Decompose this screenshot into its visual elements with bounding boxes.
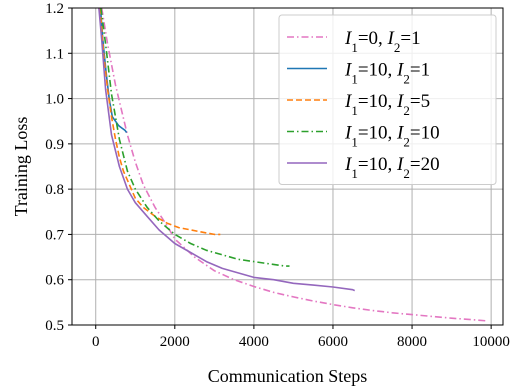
y-tick-label: 0.8 — [45, 182, 64, 198]
x-tick-label: 6000 — [318, 334, 348, 350]
series-line-4 — [100, 8, 290, 267]
x-tick-label: 8000 — [397, 334, 427, 350]
y-tick-label: 1.2 — [45, 1, 64, 17]
legend-label: I1=10, I2=5 — [344, 91, 430, 118]
y-axis-label: Training Loss — [11, 117, 31, 217]
y-tick-label: 1.0 — [45, 92, 64, 108]
y-tick-label: 1.1 — [45, 46, 64, 62]
y-tick-label: 0.5 — [45, 318, 64, 334]
x-axis-ticks: 0 2000 4000 6000 8000 10000 — [92, 325, 510, 350]
legend-label: I1=10, I2=1 — [344, 60, 430, 87]
x-tick-label: 2000 — [160, 334, 190, 350]
y-tick-label: 0.9 — [45, 137, 64, 153]
y-tick-label: 0.7 — [45, 227, 64, 243]
series-line-3 — [99, 8, 221, 236]
x-tick-label: 0 — [92, 334, 100, 350]
legend: I1=0, I2=1 I1=10, I2=1 I1=10, I2=5 I1=10, I… — [278, 14, 497, 185]
series-line-1 — [100, 8, 488, 322]
x-tick-label: 4000 — [239, 334, 269, 350]
x-axis-label: Communication Steps — [208, 366, 368, 386]
x-tick-label: 10000 — [472, 334, 510, 350]
legend-label: I1=0, I2=1 — [344, 28, 421, 55]
series-lines — [98, 8, 488, 322]
series-line-5 — [98, 8, 356, 292]
plot-frame — [71, 7, 504, 326]
legend-box — [278, 14, 497, 185]
legend-label: I1=10, I2=20 — [344, 154, 440, 181]
y-tick-label: 0.6 — [45, 273, 64, 289]
y-axis-ticks: 0.5 0.6 0.7 0.8 0.9 1.0 1.1 1.2 — [45, 1, 72, 334]
legend-label: I1=10, I2=10 — [344, 123, 440, 150]
